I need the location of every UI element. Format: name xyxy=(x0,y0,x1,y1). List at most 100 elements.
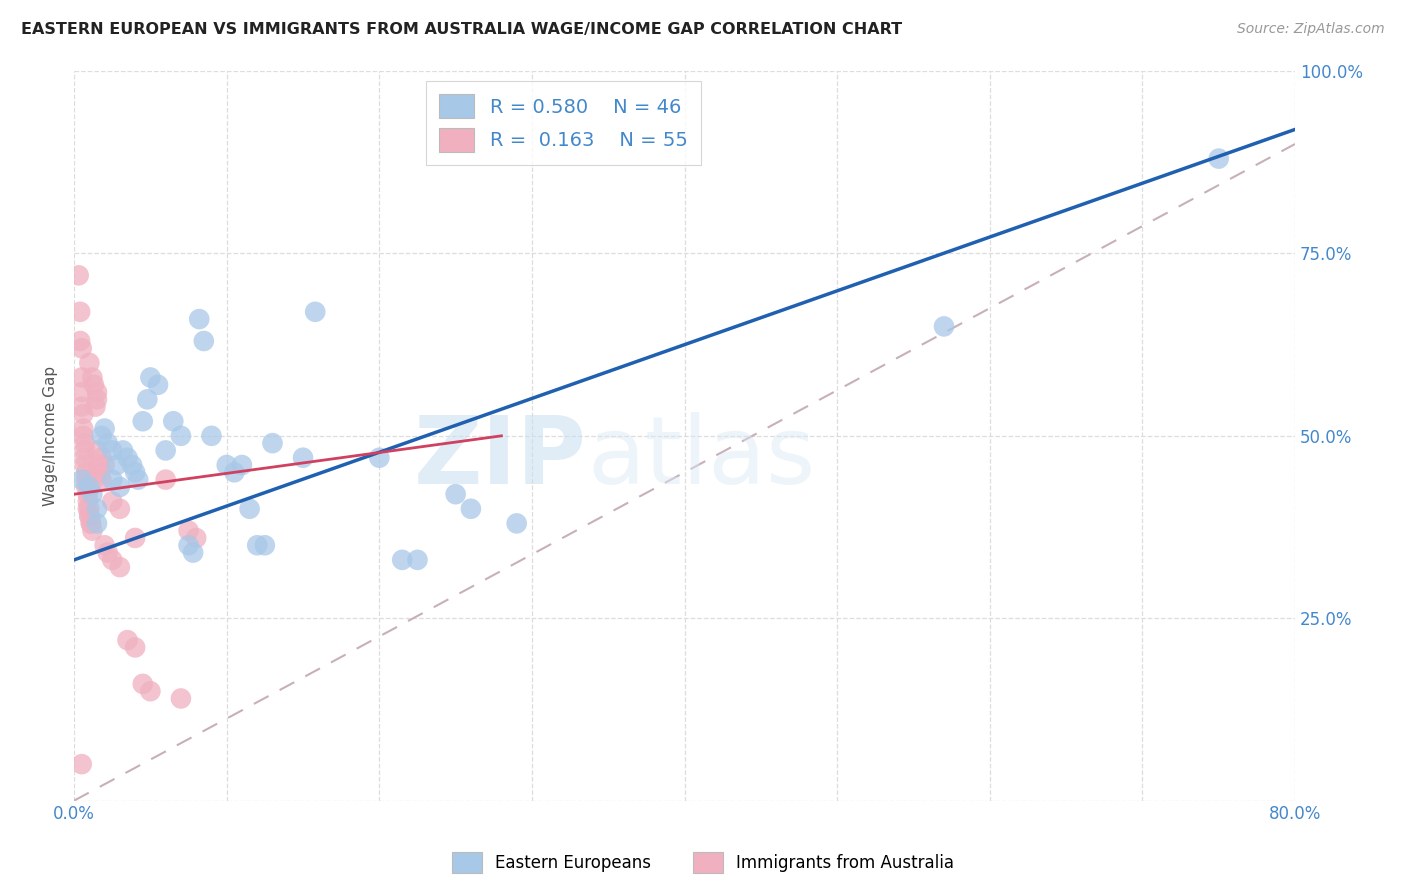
Point xyxy=(86,443,108,458)
Point xyxy=(89,466,111,480)
Point xyxy=(368,450,391,465)
Point xyxy=(101,473,124,487)
Point xyxy=(76,501,98,516)
Point xyxy=(304,305,326,319)
Point xyxy=(76,487,98,501)
Point xyxy=(80,516,103,531)
Point xyxy=(253,538,276,552)
Point xyxy=(200,429,222,443)
Point xyxy=(136,392,159,407)
Point xyxy=(391,553,413,567)
Point xyxy=(231,458,253,472)
Legend: Eastern Europeans, Immigrants from Australia: Eastern Europeans, Immigrants from Austr… xyxy=(446,846,960,880)
Point xyxy=(444,487,467,501)
Point xyxy=(101,553,124,567)
Point xyxy=(108,560,131,574)
Point xyxy=(97,545,120,559)
Point xyxy=(97,436,120,450)
Point xyxy=(86,385,108,400)
Point xyxy=(162,414,184,428)
Point xyxy=(83,473,105,487)
Point xyxy=(67,268,90,283)
Point xyxy=(170,691,193,706)
Point xyxy=(70,341,93,355)
Point xyxy=(188,312,211,326)
Point xyxy=(69,305,91,319)
Point xyxy=(70,757,93,772)
Text: Source: ZipAtlas.com: Source: ZipAtlas.com xyxy=(1237,22,1385,37)
Point xyxy=(932,319,955,334)
Point xyxy=(406,553,429,567)
Point xyxy=(105,458,128,472)
Point xyxy=(69,334,91,348)
Point xyxy=(73,436,96,450)
Point xyxy=(124,531,146,545)
Point xyxy=(101,494,124,508)
Point xyxy=(101,443,124,458)
Point xyxy=(82,370,104,384)
Text: atlas: atlas xyxy=(586,412,815,504)
Point xyxy=(132,677,155,691)
Point xyxy=(90,450,112,465)
Point xyxy=(82,487,104,501)
Point xyxy=(70,385,93,400)
Point xyxy=(170,429,193,443)
Point xyxy=(73,458,96,472)
Point xyxy=(79,356,101,370)
Point xyxy=(93,421,115,435)
Point xyxy=(93,458,115,472)
Point xyxy=(75,466,97,480)
Point xyxy=(139,684,162,698)
Point xyxy=(72,407,94,421)
Point xyxy=(90,429,112,443)
Point xyxy=(83,377,105,392)
Point xyxy=(193,334,215,348)
Point xyxy=(79,509,101,524)
Point xyxy=(460,501,482,516)
Point xyxy=(224,466,246,480)
Point xyxy=(93,538,115,552)
Point xyxy=(72,429,94,443)
Point xyxy=(146,377,169,392)
Point xyxy=(70,400,93,414)
Point xyxy=(177,524,200,538)
Point xyxy=(79,501,101,516)
Point xyxy=(86,501,108,516)
Point xyxy=(181,545,204,559)
Point xyxy=(72,421,94,435)
Point xyxy=(108,480,131,494)
Point xyxy=(239,501,262,516)
Point xyxy=(124,640,146,655)
Legend: R = 0.580    N = 46, R =  0.163    N = 55: R = 0.580 N = 46, R = 0.163 N = 55 xyxy=(426,81,702,165)
Point xyxy=(86,392,108,407)
Point xyxy=(80,516,103,531)
Point xyxy=(124,466,146,480)
Point xyxy=(117,450,139,465)
Point xyxy=(215,458,238,472)
Point xyxy=(177,538,200,552)
Text: ZIP: ZIP xyxy=(413,412,586,504)
Point xyxy=(155,443,177,458)
Point xyxy=(87,458,110,472)
Point xyxy=(139,370,162,384)
Text: EASTERN EUROPEAN VS IMMIGRANTS FROM AUSTRALIA WAGE/INCOME GAP CORRELATION CHART: EASTERN EUROPEAN VS IMMIGRANTS FROM AUST… xyxy=(21,22,903,37)
Point xyxy=(246,538,269,552)
Point xyxy=(73,443,96,458)
Point xyxy=(70,370,93,384)
Point xyxy=(79,480,101,494)
Point xyxy=(84,400,107,414)
Point xyxy=(108,501,131,516)
Point xyxy=(292,450,315,465)
Point xyxy=(132,414,155,428)
Point xyxy=(262,436,284,450)
Point xyxy=(155,473,177,487)
Point xyxy=(70,473,93,487)
Point xyxy=(111,443,134,458)
Point xyxy=(73,450,96,465)
Point xyxy=(86,516,108,531)
Point xyxy=(117,633,139,648)
Point xyxy=(186,531,208,545)
Point xyxy=(127,473,149,487)
Y-axis label: Wage/Income Gap: Wage/Income Gap xyxy=(44,366,58,506)
Point xyxy=(505,516,527,531)
